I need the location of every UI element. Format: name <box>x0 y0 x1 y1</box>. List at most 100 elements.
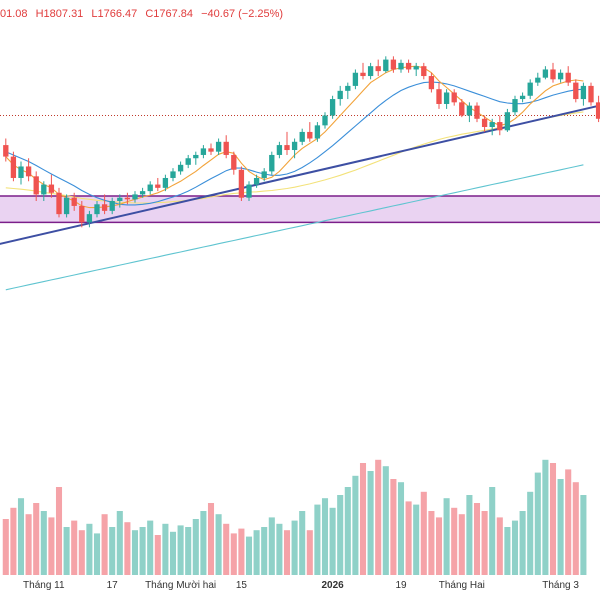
volume-bar <box>10 507 17 575</box>
candle-body <box>117 197 123 201</box>
volume-bar <box>527 491 534 575</box>
candle-body <box>56 192 62 215</box>
volume-bar <box>33 503 40 575</box>
volume-bar <box>17 498 25 575</box>
volume-bar <box>207 503 215 575</box>
volume-bar <box>63 527 70 575</box>
candle-body <box>261 171 267 178</box>
volume-bar <box>511 520 519 575</box>
x-axis-tick-label: Tháng Mười hai <box>145 580 216 591</box>
volume-bar <box>169 531 177 575</box>
volume-bar <box>542 459 549 575</box>
volume-bar <box>405 501 412 575</box>
sma-long-line <box>5 164 584 291</box>
candle-body <box>33 176 39 195</box>
volume-bar <box>55 487 63 575</box>
candle-body <box>25 166 32 177</box>
candle-body <box>565 72 571 83</box>
volume-bar <box>473 503 481 575</box>
candle-body <box>177 164 184 172</box>
volume-bar <box>131 530 139 575</box>
candle-body <box>535 77 541 83</box>
volume-bar <box>519 511 526 575</box>
volume-bar <box>25 514 32 575</box>
ohlc-close: C1767.84 <box>145 8 194 20</box>
candle-body <box>284 145 290 151</box>
candle-body <box>489 122 495 128</box>
candle-body <box>573 82 579 100</box>
candle-body <box>322 115 328 126</box>
candle-body <box>132 194 138 200</box>
candle-body <box>79 205 85 223</box>
volume-bar <box>40 511 47 575</box>
support-zone-layer <box>0 114 600 224</box>
candle-body <box>170 171 176 178</box>
ohlc-readout: 01.08 H1807.31 L1766.47 C1767.84 −40.67 … <box>0 8 288 20</box>
candle-body <box>3 145 9 157</box>
volume-bar <box>580 495 587 575</box>
candle-body <box>215 141 222 152</box>
x-axis-tick-label: Tháng Hai <box>439 580 485 591</box>
volume-bar <box>496 517 503 575</box>
candle-body <box>459 102 465 116</box>
volume-bar <box>48 517 55 575</box>
candle-body <box>413 66 419 70</box>
volume-bar <box>139 527 146 575</box>
candle-body <box>398 62 404 70</box>
volume-bar <box>276 523 283 575</box>
volume-bar <box>78 530 85 575</box>
candle-body <box>436 89 442 104</box>
volume-bar <box>420 491 427 575</box>
volume-bar <box>177 525 184 575</box>
candle-body <box>193 154 199 159</box>
x-axis-tick-label: 17 <box>107 580 119 591</box>
candle-body <box>155 184 161 188</box>
volume-bar <box>162 523 169 575</box>
candle-body <box>542 69 549 78</box>
candle-body <box>580 85 587 100</box>
candle-body <box>588 85 594 103</box>
volume-bar <box>557 479 564 575</box>
volume-bar <box>291 520 298 575</box>
candle-body <box>307 131 313 139</box>
candle-body <box>360 72 366 77</box>
volume-bar <box>192 519 199 575</box>
moving-average-layer <box>0 65 600 291</box>
volume-bar <box>534 472 541 575</box>
candle-body <box>291 141 298 151</box>
volume-bar <box>116 511 123 575</box>
volume-bar <box>489 487 496 575</box>
candle-body <box>238 169 245 198</box>
volume-bar <box>375 459 382 575</box>
volume-bar <box>565 469 572 575</box>
x-axis: Tháng 11 17 Tháng Mười hai 15 2026 19 Tháng Ha… <box>23 580 579 591</box>
candle-body <box>10 156 17 178</box>
candle-body <box>550 69 556 80</box>
volume-bar <box>93 533 101 575</box>
candle-body <box>443 92 450 104</box>
volume-bar <box>154 535 161 575</box>
candle-body <box>101 204 108 211</box>
candle-body <box>383 59 389 72</box>
candle-body <box>428 76 435 90</box>
candle-body <box>527 82 533 96</box>
volume-bar <box>147 520 154 575</box>
candle-body <box>231 154 237 170</box>
volume-bar <box>382 466 389 575</box>
candle-body <box>139 191 146 195</box>
volume-bar <box>306 530 313 575</box>
volume-bar <box>390 479 397 575</box>
candle-body <box>124 197 131 200</box>
volume-bar <box>367 471 374 575</box>
candle-body <box>451 92 457 103</box>
volume-bar <box>466 495 473 575</box>
volume-bar <box>397 482 405 575</box>
volume-bar <box>245 536 253 575</box>
candle-body <box>375 66 381 72</box>
volume-bar <box>321 498 329 575</box>
volume-bar <box>428 511 435 575</box>
candle-body <box>147 184 153 192</box>
volume-bar <box>71 520 78 575</box>
